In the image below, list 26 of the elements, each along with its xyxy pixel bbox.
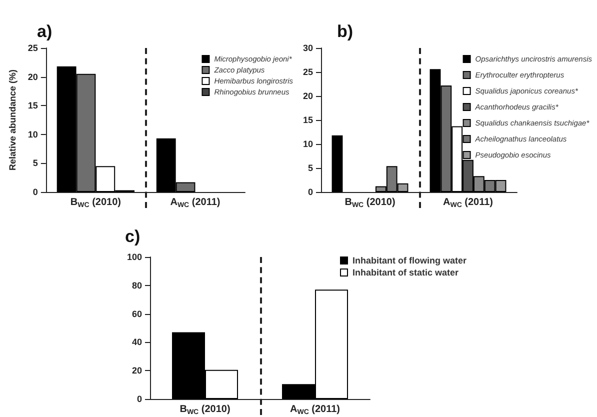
y-tick-label: 20 <box>302 91 314 101</box>
y-tick-label: 15 <box>302 115 314 125</box>
y-tick-label: 80 <box>132 280 142 290</box>
y-tick-label: 100 <box>126 252 142 262</box>
y-tick-label: 0 <box>308 187 314 197</box>
chart-title: a) <box>37 22 52 41</box>
legend-label: Inhabitant of static water <box>352 268 460 278</box>
y-tick-label: 0 <box>32 187 38 197</box>
y-tick-label: 20 <box>132 366 142 376</box>
y-tick-label: 60 <box>132 308 142 319</box>
y-tick-label: 10 <box>302 139 314 149</box>
y-tick-label: 30 <box>302 43 314 53</box>
y-tick-label: 5 <box>308 163 314 173</box>
y-tick-label: 0 <box>136 394 142 404</box>
y-tick-label: 15 <box>28 100 38 111</box>
y-tick-label: 25 <box>302 67 314 77</box>
y-tick-label: 5 <box>32 158 38 168</box>
chart-title: c) <box>125 227 140 246</box>
y-tick-label: 25 <box>28 43 38 53</box>
y-tick-label: 20 <box>28 72 38 82</box>
legend-label: Inhabitant of flowing water <box>352 256 467 266</box>
bar <box>332 135 343 192</box>
y-axis-title: Relative abundance (%) <box>8 69 18 171</box>
y-tick-label: 10 <box>28 129 38 140</box>
y-tick-label: 40 <box>132 337 142 348</box>
chart-title: b) <box>337 22 354 41</box>
